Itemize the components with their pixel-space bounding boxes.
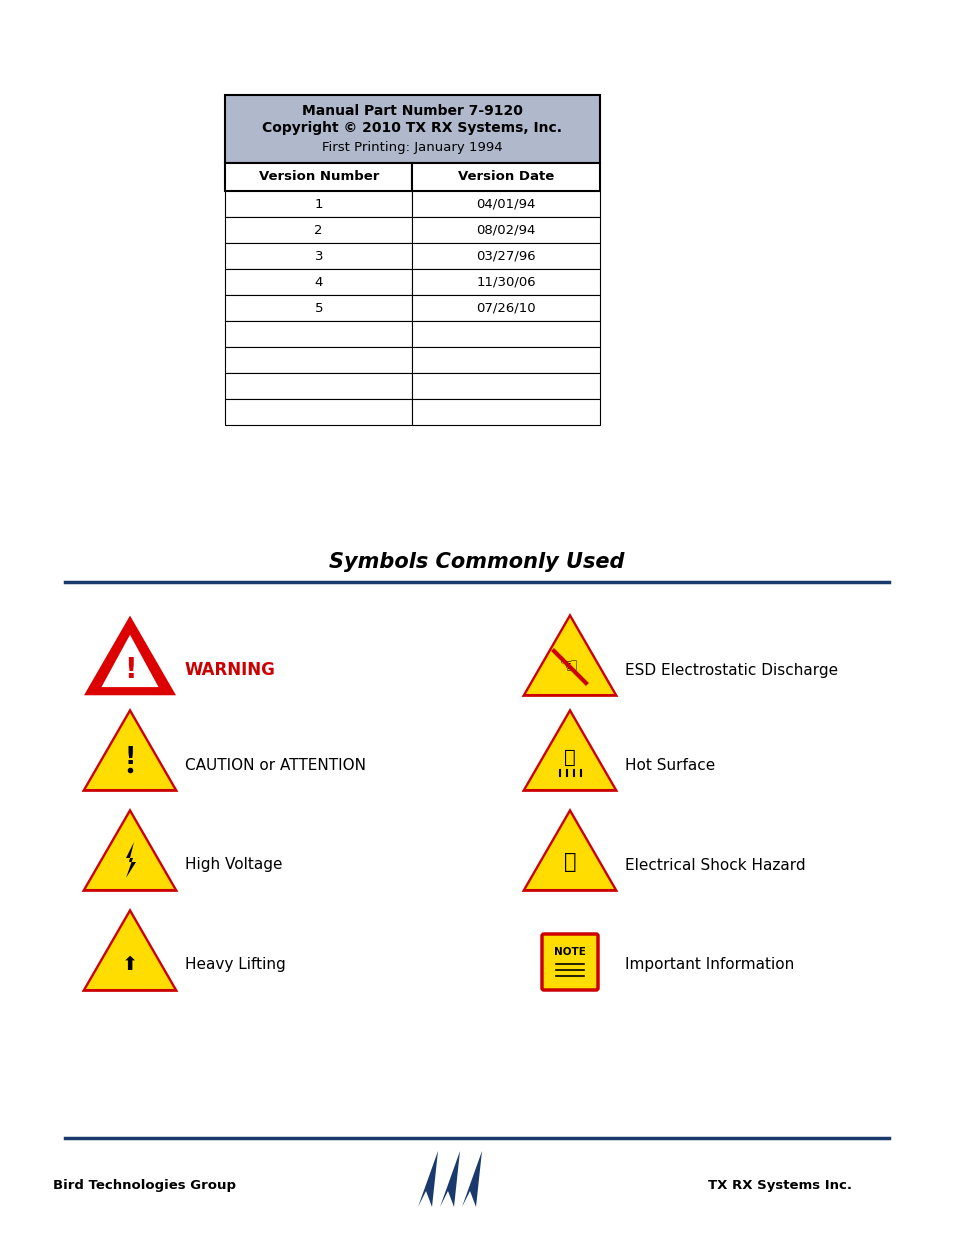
Text: TX RX Systems Inc.: TX RX Systems Inc. xyxy=(707,1178,851,1192)
FancyBboxPatch shape xyxy=(412,269,599,295)
Text: Important Information: Important Information xyxy=(624,957,794,972)
FancyBboxPatch shape xyxy=(225,347,412,373)
Text: Copyright © 2010 TX RX Systems, Inc.: Copyright © 2010 TX RX Systems, Inc. xyxy=(262,121,562,135)
Text: Electrical Shock Hazard: Electrical Shock Hazard xyxy=(624,857,804,872)
Text: High Voltage: High Voltage xyxy=(185,857,282,872)
FancyBboxPatch shape xyxy=(225,243,412,269)
Text: 2: 2 xyxy=(314,224,323,236)
Text: Version Number: Version Number xyxy=(258,170,378,184)
Text: ESD Electrostatic Discharge: ESD Electrostatic Discharge xyxy=(624,662,838,678)
Polygon shape xyxy=(525,813,614,889)
FancyBboxPatch shape xyxy=(412,243,599,269)
FancyBboxPatch shape xyxy=(225,373,412,399)
FancyBboxPatch shape xyxy=(412,217,599,243)
FancyBboxPatch shape xyxy=(412,399,599,425)
Polygon shape xyxy=(525,713,614,789)
Polygon shape xyxy=(521,708,618,792)
FancyBboxPatch shape xyxy=(541,934,598,990)
Text: !: ! xyxy=(124,656,136,684)
Text: CAUTION or ATTENTION: CAUTION or ATTENTION xyxy=(185,757,366,773)
Text: WARNING: WARNING xyxy=(185,661,275,679)
Text: ✋: ✋ xyxy=(563,852,576,872)
Polygon shape xyxy=(417,1151,437,1207)
Text: 11/30/06: 11/30/06 xyxy=(476,275,536,289)
FancyBboxPatch shape xyxy=(225,217,412,243)
Polygon shape xyxy=(439,1151,459,1207)
FancyBboxPatch shape xyxy=(225,95,599,163)
Text: 1: 1 xyxy=(314,198,323,210)
Text: First Printing: January 1994: First Printing: January 1994 xyxy=(322,141,502,153)
Text: Bird Technologies Group: Bird Technologies Group xyxy=(53,1178,236,1192)
Polygon shape xyxy=(126,842,136,878)
Polygon shape xyxy=(82,708,178,792)
Polygon shape xyxy=(101,635,158,687)
Text: 3: 3 xyxy=(314,249,323,263)
Text: Manual Part Number 7-9120: Manual Part Number 7-9120 xyxy=(302,104,522,119)
Text: Heavy Lifting: Heavy Lifting xyxy=(185,957,286,972)
Polygon shape xyxy=(84,615,175,695)
Text: Version Date: Version Date xyxy=(457,170,554,184)
Polygon shape xyxy=(86,713,173,789)
FancyBboxPatch shape xyxy=(412,321,599,347)
FancyBboxPatch shape xyxy=(225,269,412,295)
FancyBboxPatch shape xyxy=(412,347,599,373)
Text: 04/01/94: 04/01/94 xyxy=(476,198,536,210)
FancyBboxPatch shape xyxy=(412,191,599,217)
FancyBboxPatch shape xyxy=(412,295,599,321)
Text: ☜: ☜ xyxy=(558,657,578,677)
FancyBboxPatch shape xyxy=(225,163,412,191)
Text: NOTE: NOTE xyxy=(554,947,585,957)
Text: !: ! xyxy=(124,745,135,769)
FancyBboxPatch shape xyxy=(225,295,412,321)
FancyBboxPatch shape xyxy=(225,399,412,425)
Polygon shape xyxy=(521,613,618,697)
FancyBboxPatch shape xyxy=(412,373,599,399)
Text: 03/27/96: 03/27/96 xyxy=(476,249,536,263)
Text: 4: 4 xyxy=(314,275,323,289)
FancyBboxPatch shape xyxy=(412,163,599,191)
Text: Hot Surface: Hot Surface xyxy=(624,757,715,773)
Polygon shape xyxy=(86,813,173,889)
Polygon shape xyxy=(461,1151,481,1207)
Polygon shape xyxy=(525,618,614,694)
Polygon shape xyxy=(86,913,173,989)
Text: 5: 5 xyxy=(314,301,323,315)
Polygon shape xyxy=(521,808,618,892)
Text: Symbols Commonly Used: Symbols Commonly Used xyxy=(329,552,624,572)
Text: 🖐: 🖐 xyxy=(563,747,576,767)
Polygon shape xyxy=(82,908,178,992)
Text: 08/02/94: 08/02/94 xyxy=(476,224,536,236)
Text: 07/26/10: 07/26/10 xyxy=(476,301,536,315)
Polygon shape xyxy=(82,808,178,892)
FancyBboxPatch shape xyxy=(225,191,412,217)
Text: ⬆: ⬆ xyxy=(122,956,138,974)
FancyBboxPatch shape xyxy=(225,321,412,347)
